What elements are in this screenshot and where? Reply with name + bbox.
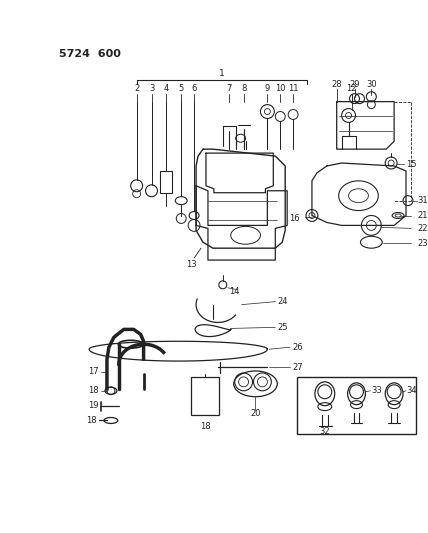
Text: 7: 7 <box>226 84 232 93</box>
Bar <box>191 377 219 415</box>
Text: 3: 3 <box>149 84 154 93</box>
Text: 4: 4 <box>164 84 169 93</box>
Text: 28: 28 <box>331 80 342 90</box>
Text: 32: 32 <box>319 427 330 436</box>
Text: 26: 26 <box>292 343 303 352</box>
Text: 6: 6 <box>191 84 197 93</box>
Text: 22: 22 <box>417 224 428 233</box>
Text: 14: 14 <box>229 287 240 296</box>
Text: 18: 18 <box>86 416 97 425</box>
Text: 13: 13 <box>186 260 196 269</box>
Text: 15: 15 <box>406 159 416 168</box>
Text: 1: 1 <box>219 69 225 78</box>
Text: 20: 20 <box>250 409 261 418</box>
Text: 23: 23 <box>417 239 428 248</box>
Text: 18: 18 <box>89 386 99 395</box>
Text: 8: 8 <box>241 84 246 93</box>
Text: 11: 11 <box>288 84 298 93</box>
Text: 30: 30 <box>366 80 377 90</box>
Text: 29: 29 <box>349 80 360 90</box>
Text: 2: 2 <box>134 84 139 93</box>
Text: 9: 9 <box>265 84 270 93</box>
Text: 31: 31 <box>417 196 428 205</box>
Text: 16: 16 <box>289 214 300 223</box>
Text: 19: 19 <box>89 401 99 410</box>
Text: 5: 5 <box>178 84 184 93</box>
Text: 27: 27 <box>292 362 303 372</box>
Text: 18: 18 <box>200 422 210 431</box>
Text: 24: 24 <box>277 297 288 306</box>
Text: 21: 21 <box>417 211 428 220</box>
Text: 12: 12 <box>346 84 357 93</box>
Text: 17: 17 <box>89 367 99 376</box>
Bar <box>297 377 416 434</box>
Bar <box>160 171 172 193</box>
Text: 25: 25 <box>277 323 288 332</box>
Text: 10: 10 <box>275 84 285 93</box>
Text: 33: 33 <box>372 386 382 395</box>
Text: 5724  600: 5724 600 <box>59 49 121 59</box>
Text: 34: 34 <box>406 386 416 395</box>
